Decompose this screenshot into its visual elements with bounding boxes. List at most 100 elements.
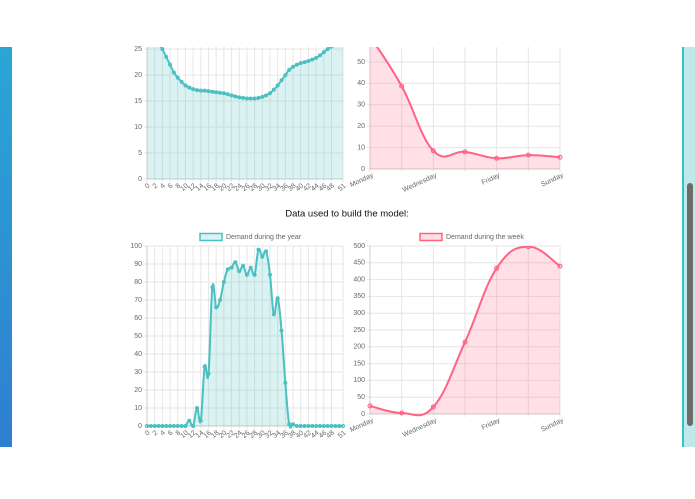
y-tick-label: 90 [134,261,142,268]
x-tick-label: 36 [279,183,290,193]
point [171,70,176,75]
legend-label: Demand during the year [226,234,302,241]
y-tick-label: 0 [361,411,365,418]
point [287,422,292,427]
x-tick-label: 51 [337,183,348,193]
point [244,272,249,277]
point [271,312,276,317]
point [175,75,180,80]
x-tick-label: Wednesday [402,172,439,194]
point [157,42,160,45]
point [557,154,563,160]
scrollbar-thumb[interactable] [687,183,693,426]
point [252,96,257,101]
point [248,265,253,270]
y-tick-label: 30 [357,102,365,109]
x-tick-label: 48 [325,430,336,440]
y-tick-label: 10 [134,124,142,131]
point [256,95,261,100]
x-tick-label: 40 [295,183,306,193]
y-tick-label: 20 [134,72,142,79]
point [494,155,500,161]
point [430,404,436,410]
point [171,424,176,428]
point [256,247,261,252]
y-tick-label: 450 [353,260,365,267]
point [264,93,269,98]
area [370,246,560,416]
point [164,54,169,59]
point [291,64,296,69]
point [294,424,299,428]
point [321,50,326,55]
point [306,59,311,64]
x-tick-label: 32 [264,430,275,440]
x-tick-label: 14 [195,183,206,193]
point [194,406,199,410]
point [214,90,219,95]
y-tick-label: 10 [357,144,365,151]
y-tick-label: 5 [138,150,142,157]
point [399,410,405,416]
point [367,403,373,409]
x-tick-label: 16 [202,183,213,193]
x-tick-label: 0 [144,430,152,438]
x-tick-label: 8 [175,430,183,438]
x-tick-label: 4 [159,183,167,191]
x-tick-label: 20 [218,430,229,440]
y-tick-label: 50 [357,59,365,66]
point [462,339,468,345]
point [302,424,307,428]
x-tick-label: 20 [218,183,229,193]
plot [370,47,563,169]
legend-label: Demand during the week [446,234,524,241]
x-tick-label: 26 [241,430,252,440]
x-tick-label: 28 [249,430,260,440]
point [218,90,223,95]
point [210,285,215,290]
plot [145,247,345,429]
point [329,47,334,49]
x-tick-label: 30 [256,183,267,193]
x-tick-label: 10 [179,183,190,193]
point [198,418,203,423]
point [187,418,192,423]
y-tick-label: 250 [353,327,365,334]
point [494,265,500,271]
x-tick-label: Friday [481,172,502,187]
point [302,60,307,65]
point [164,424,169,428]
point [225,92,230,97]
y-tick-label: 150 [353,360,365,367]
area [147,248,343,428]
point [168,62,173,67]
point [198,88,203,93]
point [152,424,157,428]
y-tick-label: 100 [353,377,365,384]
x-tick-label: 12 [187,430,198,440]
x-tick-label: Sunday [540,172,565,189]
y-tick-label: 400 [353,276,365,283]
point [229,265,234,270]
x-tick-label: 2 [152,430,160,438]
y-tick-label: 20 [134,387,142,394]
point [267,272,272,277]
x-tick-label: 6 [167,183,175,191]
point [148,424,153,428]
plot [147,37,345,179]
point [525,246,531,250]
point [260,94,265,99]
point [306,424,311,428]
x-tick-label: 18 [210,430,221,440]
x-tick-label: 42 [302,430,313,440]
point [206,89,211,94]
heading: Data used to build the model: [285,209,409,220]
point [333,424,338,428]
point [314,55,319,60]
point [342,37,345,40]
point [291,422,296,427]
y-tick-label: 10 [134,405,142,412]
x-tick-label: 16 [202,430,213,440]
point [275,296,280,301]
y-tick-label: 100 [130,243,142,250]
